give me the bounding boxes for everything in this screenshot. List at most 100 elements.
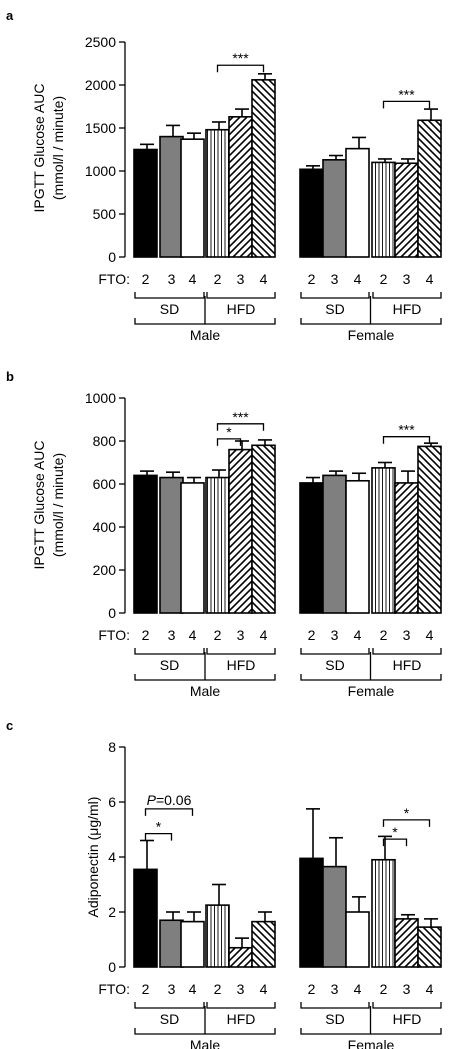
y-tick-label: 2000 [85, 77, 116, 93]
fto-tick-label: 2 [308, 981, 316, 997]
bar [133, 474, 158, 614]
bar [417, 926, 442, 968]
bar [251, 920, 276, 968]
y-tick-label: 1500 [85, 120, 116, 136]
y-tick-label: 8 [108, 739, 116, 755]
fto-tick-label: 2 [380, 271, 388, 287]
significance-bracket [216, 64, 265, 73]
fto-tick-label: 4 [354, 981, 362, 997]
y-tick-label: 6 [108, 794, 116, 810]
fto-tick-label: 4 [354, 627, 362, 643]
bar [371, 858, 396, 968]
significance-bracket [382, 436, 431, 444]
fto-tick-label: 3 [331, 981, 339, 997]
bar [299, 168, 324, 258]
diet-label: SD [325, 1011, 344, 1027]
fto-tick-label: 4 [189, 271, 197, 287]
significance-label: *** [232, 50, 249, 66]
fto-tick-label: 2 [380, 981, 388, 997]
bar [394, 162, 419, 258]
panel-a: a 0 500 1000 1500 2000 2500 IPGTT Glucose AUC (m… [6, 8, 442, 343]
sex-bracket [300, 296, 442, 325]
y-tick-label: 800 [93, 433, 117, 449]
sex-label: Male [190, 683, 221, 699]
bar [394, 918, 419, 968]
bar [322, 159, 347, 258]
diet-label: HFD [227, 301, 256, 317]
sex-label: Female [348, 683, 395, 699]
diet-bracket [372, 1002, 442, 1009]
diet-label: HFD [393, 301, 422, 317]
bar [299, 857, 324, 968]
diet-bracket [372, 648, 442, 655]
y-label-line1: IPGTT Glucose AUC [31, 441, 47, 570]
diet-label: SD [325, 301, 344, 317]
bar [371, 161, 396, 258]
fto-tick-label: 2 [142, 981, 150, 997]
diet-label: HFD [227, 657, 256, 673]
fto-label: FTO: [98, 981, 130, 997]
fto-tick-label: 2 [214, 627, 222, 643]
fto-tick-label: 4 [189, 627, 197, 643]
fto-tick-label: 3 [331, 271, 339, 287]
significance-bracket [382, 838, 408, 847]
significance-bracket [144, 808, 194, 816]
significance-label: * [156, 819, 162, 835]
bar [133, 148, 158, 258]
fto-tick-label: 4 [426, 627, 434, 643]
diet-bracket [300, 292, 370, 299]
y-axis-label: IPGTT Glucose AUC (mmol/l / minute) [31, 441, 66, 570]
fto-tick-label: 3 [331, 627, 339, 643]
y-tick-label: 0 [108, 249, 116, 265]
y-tick-label: 600 [93, 476, 117, 492]
sex-label: Male [190, 1037, 221, 1049]
y-tick-label: 1000 [85, 163, 116, 179]
panel-label: c [6, 718, 13, 733]
fto-tick-label: 3 [403, 627, 411, 643]
y-tick-label: 400 [93, 519, 117, 535]
fto-tick-label: 2 [142, 271, 150, 287]
y-tick-label: 0 [108, 959, 116, 975]
fto-tick-label: 4 [260, 271, 268, 287]
diet-label: SD [325, 657, 344, 673]
fto-tick-label: 2 [142, 627, 150, 643]
sex-bracket [134, 296, 276, 325]
significance-label: * [404, 805, 410, 821]
sex-bracket [134, 652, 276, 681]
fto-tick-label: 2 [380, 627, 388, 643]
diet-bracket [134, 292, 205, 299]
fto-tick-label: 3 [403, 271, 411, 287]
bar [322, 865, 347, 968]
sex-bracket [300, 652, 442, 681]
bar [417, 445, 442, 614]
bar [180, 138, 205, 258]
fto-tick-label: 3 [237, 271, 245, 287]
bar [228, 946, 253, 968]
bar [180, 920, 205, 968]
y-tick-label: 4 [108, 849, 116, 865]
bar [394, 482, 419, 614]
y-label-line2: (mmol/l / minute) [50, 453, 66, 557]
significance-bracket [216, 423, 265, 431]
fto-label: FTO: [98, 271, 130, 287]
sex-label: Female [348, 1037, 395, 1049]
fto-tick-label: 2 [214, 981, 222, 997]
bar [345, 147, 370, 258]
fto-label: FTO: [98, 627, 130, 643]
y-axis-label: IPGTT Glucose AUC (mmol/l / minute) [31, 84, 66, 213]
sex-label: Male [190, 327, 221, 343]
significance-label: *** [398, 86, 415, 102]
sex-bracket [300, 1006, 442, 1035]
fto-tick-label: 3 [168, 981, 176, 997]
fto-tick-label: 2 [308, 627, 316, 643]
fto-tick-label: 3 [237, 627, 245, 643]
y-axis-label: Adiponectin (μg/ml) [85, 797, 101, 918]
significance-label: *** [398, 422, 415, 438]
fto-tick-label: 4 [260, 981, 268, 997]
significance-label: * [392, 824, 398, 840]
y-tick-label: 2500 [85, 34, 116, 50]
significance-bracket [216, 438, 242, 446]
fto-tick-label: 4 [354, 271, 362, 287]
diet-label: SD [160, 1011, 179, 1027]
